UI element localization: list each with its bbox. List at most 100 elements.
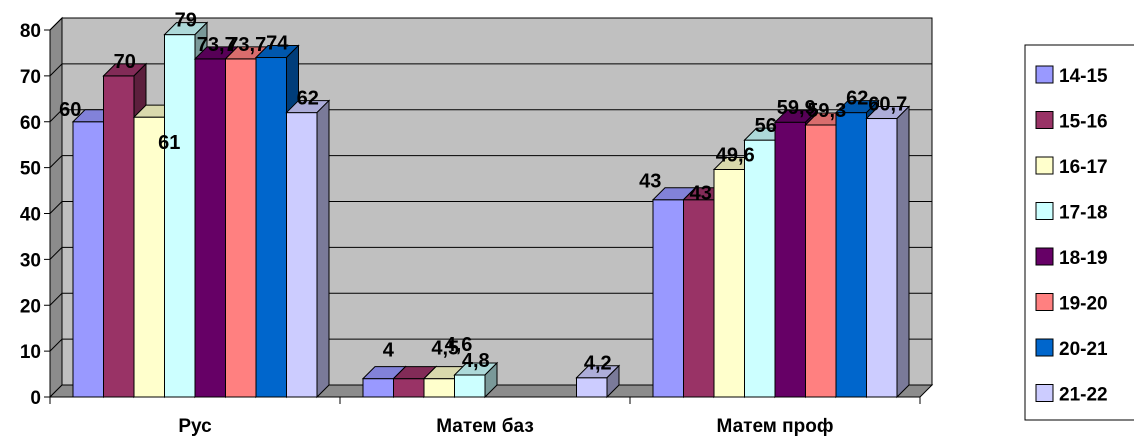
bar: [285, 99, 331, 399]
data-label: 49,6: [716, 144, 755, 166]
y-axis: 0 10 20 30 40 50 60 70 80: [20, 21, 51, 409]
legend-swatch: [1035, 247, 1054, 266]
legend-label: 15-16: [1059, 112, 1108, 133]
data-label: 4: [383, 340, 395, 362]
y-tick-label: 30: [20, 250, 41, 271]
y-tick-label: 20: [20, 296, 41, 317]
bar-side: [896, 105, 910, 399]
data-label: 4,2: [584, 353, 612, 375]
data-label: 70: [114, 51, 136, 73]
data-label: 59,3: [807, 100, 846, 122]
category-label: Матем баз: [436, 416, 534, 437]
data-label: 73,7: [197, 34, 236, 56]
y-tick-label: 50: [20, 159, 41, 180]
bar-front: [652, 199, 684, 398]
bar-front: [133, 116, 165, 398]
data-label: 60: [59, 99, 81, 121]
bar-front: [576, 377, 608, 398]
bar-side: [606, 364, 620, 399]
legend-item: 19-20: [1035, 293, 1108, 315]
bars: [71, 21, 911, 399]
y-tick-label: 60: [20, 113, 41, 134]
legend-swatch: [1035, 293, 1054, 311]
bar-front: [103, 75, 135, 398]
legend-label: 20-21: [1059, 339, 1108, 360]
gridline: [49, 155, 932, 168]
bar-front: [362, 378, 394, 398]
legend-item: 14-15: [1035, 65, 1108, 87]
data-label: 4,6: [445, 334, 473, 356]
bar: [865, 105, 911, 399]
category-label: Рус: [178, 416, 212, 437]
gridline: [49, 109, 932, 123]
legend-label: 21-22: [1059, 385, 1108, 406]
data-label: 61: [158, 132, 180, 154]
gridline: [49, 338, 932, 352]
legend-swatch: [1035, 384, 1054, 402]
bar-front: [774, 121, 806, 398]
data-label: 62: [846, 88, 868, 110]
bar-front: [423, 378, 455, 398]
bar-front: [683, 199, 715, 398]
bar-front: [194, 58, 226, 398]
bar-front: [225, 58, 257, 398]
gridline: [49, 201, 932, 214]
legend-swatch: [1035, 338, 1054, 357]
bar-front: [744, 139, 776, 398]
legend-swatch: [1035, 156, 1054, 175]
bar-side: [484, 361, 498, 399]
legend-label: 19-20: [1059, 294, 1108, 315]
category-label: Матем проф: [717, 416, 834, 437]
bar-front: [255, 57, 287, 398]
legend-swatch: [1035, 202, 1054, 220]
data-label: 59,9: [777, 97, 816, 119]
data-label: 56: [755, 115, 777, 137]
bar-front: [72, 121, 104, 398]
y-tick-label: 10: [20, 342, 41, 363]
bar-front: [713, 168, 745, 398]
bar-front: [805, 124, 837, 398]
gridline: [49, 246, 932, 260]
data-label: 74: [266, 33, 289, 55]
x-axis: Рус Матем баз Матем проф: [49, 396, 921, 437]
y-tick-label: 80: [20, 21, 41, 42]
bar-front: [866, 118, 898, 398]
legend-item: 20-21: [1035, 338, 1108, 360]
data-label: 4,8: [462, 350, 490, 372]
data-label: 62: [297, 88, 319, 110]
data-label: 60,7: [868, 94, 907, 116]
gridline: [49, 63, 932, 77]
bar-front: [164, 34, 196, 398]
data-label: 43: [639, 171, 661, 193]
bar: [575, 364, 621, 399]
legend-item: 17-18: [1035, 202, 1108, 224]
data-label: 43: [690, 183, 712, 205]
data-label: 73,7: [227, 34, 266, 56]
data-label: 4,5: [431, 338, 459, 360]
gridline: [49, 292, 932, 306]
legend-item: 18-19: [1035, 247, 1108, 269]
legend-item: 21-22: [1035, 384, 1108, 406]
data-label: 79: [175, 10, 197, 32]
y-tick-label: 70: [20, 67, 41, 88]
legend-swatch: [1035, 111, 1054, 129]
bar-front: [835, 112, 867, 398]
legend: 14-15 15-16 16-17 17-18 18-19 19-20 20-21 21-22: [1024, 44, 1134, 421]
legend-label: 16-17: [1059, 157, 1108, 178]
bar-front: [393, 378, 425, 398]
legend-item: 16-17: [1035, 156, 1108, 178]
gridline: [49, 17, 932, 31]
bar-side: [316, 99, 330, 399]
y-tick-label: 0: [30, 388, 41, 409]
y-tick-label: 40: [20, 205, 41, 226]
legend-label: 18-19: [1059, 248, 1108, 269]
legend-label: 17-18: [1059, 203, 1108, 224]
legend-item: 15-16: [1035, 111, 1108, 133]
bar-front: [286, 112, 318, 398]
legend-box: [1024, 44, 1134, 421]
legend-label: 14-15: [1059, 66, 1108, 87]
bar-front: [454, 374, 486, 398]
legend-swatch: [1035, 65, 1054, 84]
